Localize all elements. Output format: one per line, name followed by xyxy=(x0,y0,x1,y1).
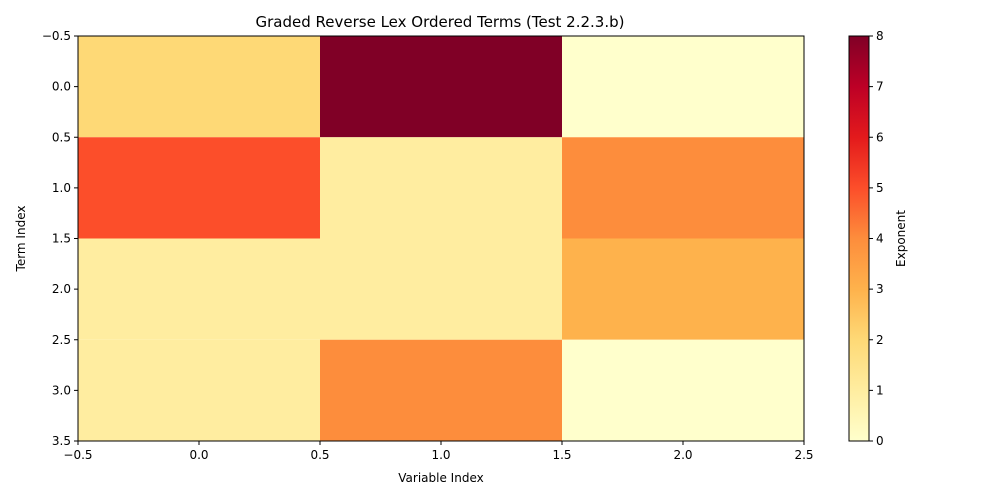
heatmap-cell-r0-c0 xyxy=(78,36,320,138)
y-tick-label-5: 2.0 xyxy=(52,282,71,296)
y-tick-label-6: 2.5 xyxy=(52,333,71,347)
x-tick-label-5: 2.0 xyxy=(673,448,692,462)
y-tick-label-8: 3.5 xyxy=(52,434,71,448)
colorbar-tick-label-8: 8 xyxy=(876,29,884,43)
colorbar-tick-label-4: 4 xyxy=(876,232,884,246)
y-tick-label-7: 3.0 xyxy=(52,383,71,397)
colorbar-tick-label-2: 2 xyxy=(876,333,884,347)
colorbar-tick-label-7: 7 xyxy=(876,80,884,94)
heatmap-cell-r2-c0 xyxy=(78,238,320,340)
y-tick-label-2: 0.5 xyxy=(52,130,71,144)
heatmap-cell-r1-c0 xyxy=(78,137,320,239)
colorbar-label: Exponent xyxy=(894,210,908,267)
y-tick-label-0: −0.5 xyxy=(42,29,71,43)
heatmap-cell-r2-c1 xyxy=(320,238,562,340)
colorbar-tick-label-1: 1 xyxy=(876,383,884,397)
x-tick-label-6: 2.5 xyxy=(794,448,813,462)
chart-title: Graded Reverse Lex Ordered Terms (Test 2… xyxy=(255,13,624,31)
x-tick-label-3: 1.0 xyxy=(431,448,450,462)
heatmap-cell-r0-c1 xyxy=(320,36,562,138)
heatmap-cell-r3-c1 xyxy=(320,339,562,441)
heatmap-cell-r1-c1 xyxy=(320,137,562,239)
y-axis-ticks: −0.5 0.0 0.5 1.0 1.5 2.0 2.5 3.0 3.5 xyxy=(42,29,78,448)
y-tick-label-1: 0.0 xyxy=(52,80,71,94)
colorbar-tick-label-0: 0 xyxy=(876,434,884,448)
x-tick-label-1: 0.0 xyxy=(189,448,208,462)
x-tick-label-0: −0.5 xyxy=(63,448,92,462)
x-tick-label-2: 0.5 xyxy=(310,448,329,462)
heatmap-cell-r3-c0 xyxy=(78,339,320,441)
x-tick-label-4: 1.5 xyxy=(552,448,571,462)
x-axis-ticks: −0.5 0.0 0.5 1.0 1.5 2.0 2.5 xyxy=(63,441,814,462)
colorbar-tick-label-5: 5 xyxy=(876,181,884,195)
colorbar-tick-label-3: 3 xyxy=(876,282,884,296)
x-axis-label: Variable Index xyxy=(398,471,483,485)
y-tick-label-4: 1.5 xyxy=(52,232,71,246)
colorbar xyxy=(848,35,870,442)
y-axis-label: Term Index xyxy=(14,206,28,273)
heatmap-cell-r1-c2 xyxy=(562,137,804,239)
heatmap-cell-r3-c2 xyxy=(562,339,804,441)
heatmap-cell-r2-c2 xyxy=(562,238,804,340)
colorbar-ticks: 0 1 2 3 4 5 6 7 8 xyxy=(869,29,884,448)
y-tick-label-3: 1.0 xyxy=(52,181,71,195)
heatmap-cells xyxy=(78,36,804,441)
colorbar-tick-label-6: 6 xyxy=(876,130,884,144)
heatmap-cell-r0-c2 xyxy=(562,36,804,138)
